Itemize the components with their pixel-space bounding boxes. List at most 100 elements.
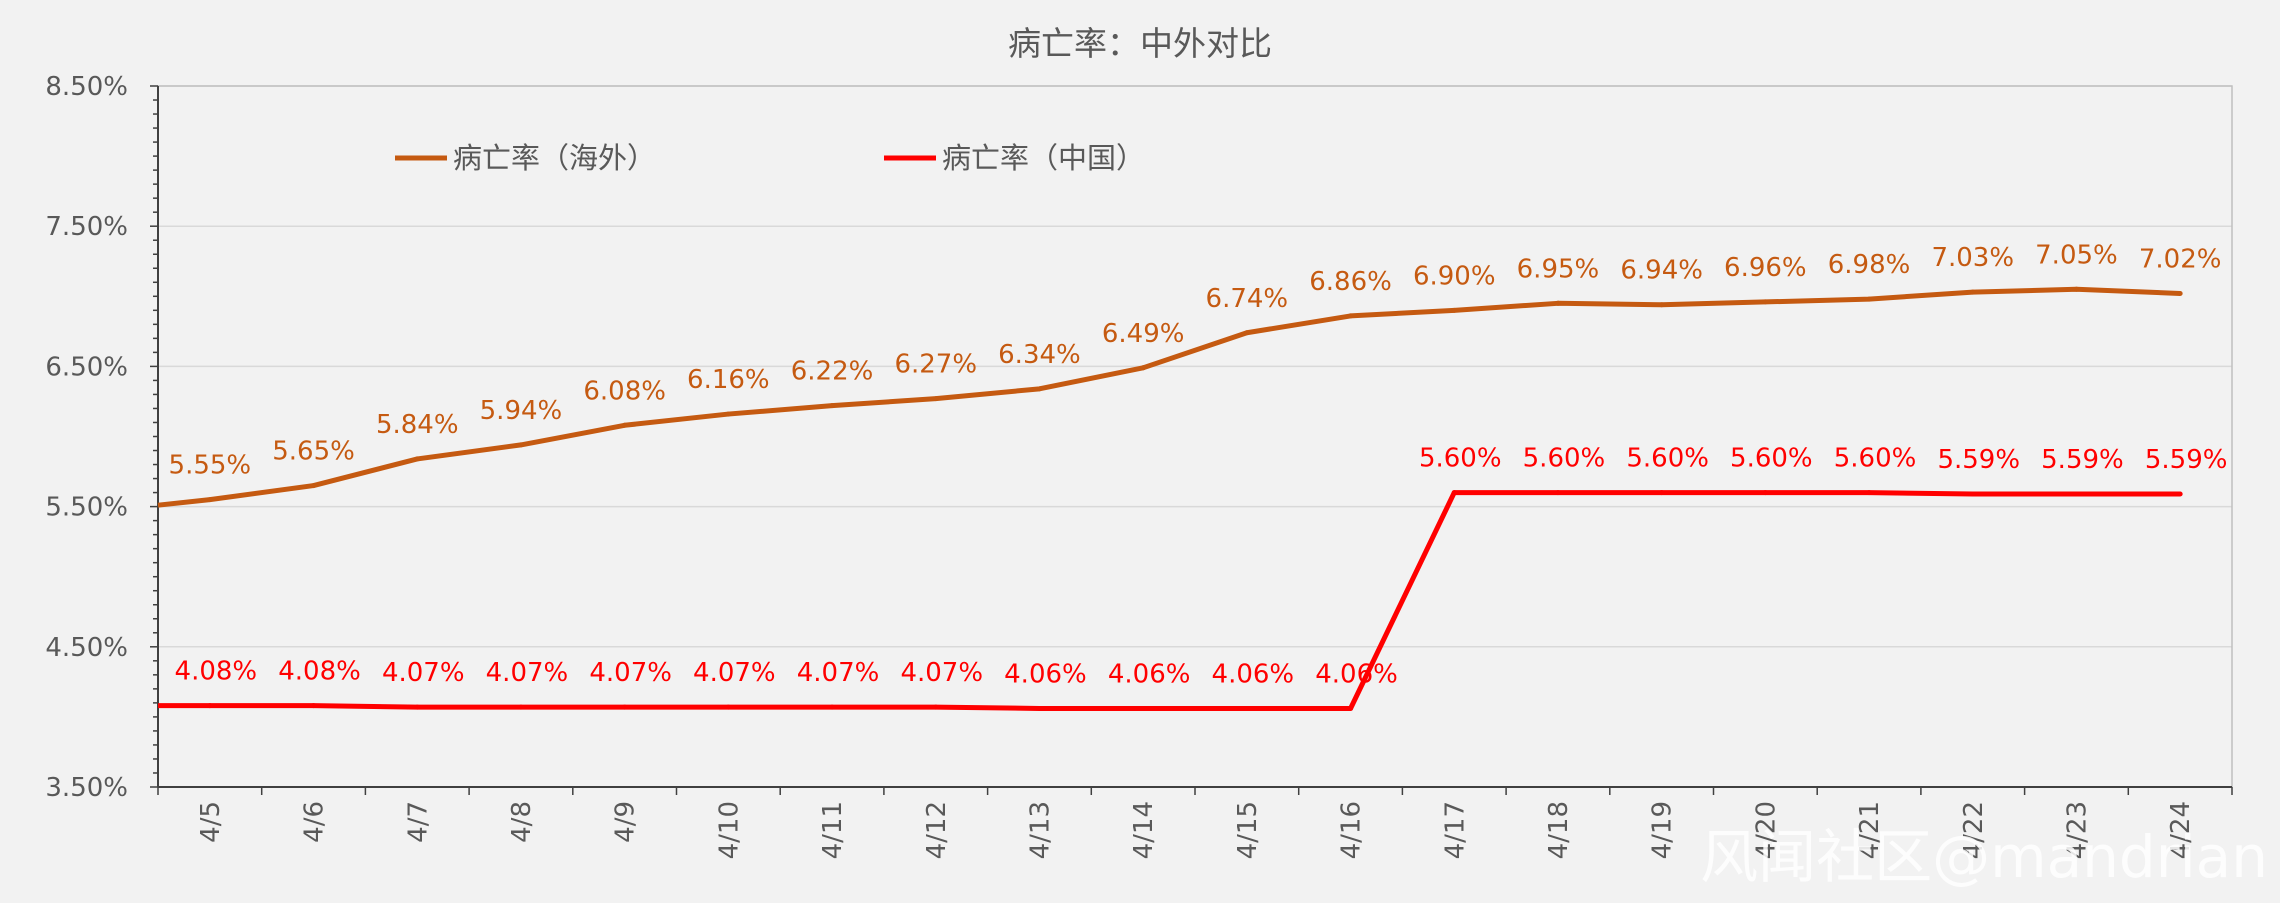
data-point-overseas: [1970, 289, 1976, 295]
data-label-china: 4.08%: [278, 657, 361, 687]
data-label-overseas: 6.34%: [998, 340, 1081, 370]
data-point-overseas: [414, 456, 420, 462]
y-tick-label: 6.50%: [45, 352, 128, 382]
legend: 病亡率（海外） 病亡率（中国）: [395, 141, 1145, 175]
series-lines: [157, 286, 2183, 711]
data-point-china: [1866, 490, 1872, 496]
data-label-overseas: 6.90%: [1413, 261, 1496, 291]
data-label-china: 5.60%: [1834, 444, 1917, 474]
data-label-china: 4.07%: [797, 658, 880, 688]
data-point-overseas: [1866, 296, 1872, 302]
data-point-china: [311, 703, 317, 709]
x-tick-label: 4/18: [1544, 801, 1574, 859]
data-label-china: 5.60%: [1419, 444, 1502, 474]
watermark: 风闻社区@mandrian: [1700, 823, 2268, 891]
data-label-china: 5.59%: [1937, 445, 2020, 475]
data-label-overseas: 5.65%: [272, 437, 355, 467]
data-point-overseas: [622, 422, 628, 428]
data-point-china: [622, 704, 628, 710]
data-point-china: [2177, 491, 2183, 497]
data-label-china: 4.07%: [693, 658, 776, 688]
x-tick-label: 4/10: [714, 801, 744, 859]
data-label-china: 5.60%: [1730, 444, 1813, 474]
data-point-overseas: [933, 396, 939, 402]
data-point-overseas: [311, 483, 317, 489]
data-label-overseas: 6.16%: [687, 365, 770, 395]
x-tick-label: 4/6: [300, 801, 330, 843]
data-point-overseas: [1451, 307, 1457, 313]
x-tick-label: 4/15: [1233, 801, 1263, 859]
data-point-overseas: [725, 411, 731, 417]
data-point-china: [725, 704, 731, 710]
data-point-overseas: [1348, 313, 1354, 319]
y-tick-label: 4.50%: [45, 633, 128, 663]
data-label-china: 4.07%: [486, 658, 569, 688]
data-labels: 5.55% 5.65% 5.84% 5.94% 6.08% 6.16% 6.22% 6.27%…: [169, 240, 2228, 689]
y-tick-label: 8.50%: [45, 72, 128, 102]
data-label-overseas: 6.27%: [894, 350, 977, 380]
x-tick-label: 4/11: [818, 801, 848, 859]
data-label-china: 4.06%: [1108, 659, 1191, 689]
data-point-china: [1036, 705, 1042, 711]
x-tick-label: 4/19: [1648, 801, 1678, 859]
data-label-overseas: 6.98%: [1828, 250, 1911, 280]
x-tick-label: 4/21: [1855, 801, 1885, 859]
data-point-overseas: [829, 403, 835, 409]
data-point-overseas: [1762, 299, 1768, 305]
data-label-china: 4.06%: [1004, 659, 1087, 689]
data-label-china: 4.07%: [900, 658, 983, 688]
legend-label-china: 病亡率（中国）: [942, 141, 1145, 175]
data-point-china: [1348, 705, 1354, 711]
data-point-china: [933, 704, 939, 710]
x-tick-label: 4/24: [2166, 801, 2196, 859]
x-tick-label: 4/8: [507, 801, 537, 843]
x-tick-label: 4/13: [1025, 801, 1055, 859]
x-tick-label: 4/14: [1129, 801, 1159, 859]
x-tick-label: 4/7: [403, 801, 433, 843]
data-point-china: [2073, 491, 2079, 497]
data-label-overseas: 6.86%: [1309, 267, 1392, 297]
x-tick-label: 4/17: [1440, 801, 1470, 859]
data-point-overseas: [1140, 365, 1146, 371]
data-label-overseas: 6.22%: [791, 357, 874, 387]
data-point-overseas: [1555, 300, 1561, 306]
data-label-overseas: 6.49%: [1102, 319, 1185, 349]
chart-title: 病亡率：中外对比: [1008, 24, 1272, 63]
data-label-overseas: 6.95%: [1517, 254, 1600, 284]
data-label-china: 4.07%: [589, 658, 672, 688]
data-point-china: [1970, 491, 1976, 497]
data-label-overseas: 6.08%: [583, 376, 666, 406]
data-label-overseas: 7.03%: [1931, 243, 2014, 273]
data-label-overseas: 7.05%: [2035, 240, 2118, 270]
data-label-china: 5.60%: [1523, 444, 1606, 474]
data-label-china: 4.06%: [1212, 659, 1295, 689]
axes: 3.50% 4.50% 5.50% 6.50% 7.50% 8.50% 4/5 4/6 4/7 4…: [45, 72, 2233, 859]
data-point-china: [518, 704, 524, 710]
x-tick-label: 4/20: [1751, 801, 1781, 859]
data-point-overseas: [207, 497, 213, 503]
data-point-overseas: [1244, 330, 1250, 336]
x-tick-label: 4/5: [196, 801, 226, 843]
data-point-overseas: [1659, 302, 1665, 308]
data-point-overseas: [1036, 386, 1042, 392]
data-point-china: [207, 703, 213, 709]
x-tick-label: 4/23: [2062, 801, 2092, 859]
data-label-china: 4.07%: [382, 658, 465, 688]
data-label-overseas: 5.55%: [169, 451, 252, 481]
data-point-china: [1451, 490, 1457, 496]
data-label-overseas: 5.84%: [376, 410, 459, 440]
data-label-china: 4.06%: [1315, 659, 1398, 689]
data-label-china: 5.59%: [2145, 445, 2228, 475]
data-label-overseas: 6.74%: [1206, 284, 1289, 314]
data-label-china: 5.59%: [2041, 445, 2124, 475]
data-point-overseas: [518, 442, 524, 448]
data-label-overseas: 5.94%: [480, 396, 563, 426]
y-tick-label: 7.50%: [45, 212, 128, 242]
data-point-china: [1140, 705, 1146, 711]
data-label-overseas: 6.94%: [1620, 256, 1703, 286]
x-tick-label: 4/9: [611, 801, 641, 843]
gridlines: [158, 85, 2232, 648]
y-tick-label: 5.50%: [45, 493, 128, 523]
